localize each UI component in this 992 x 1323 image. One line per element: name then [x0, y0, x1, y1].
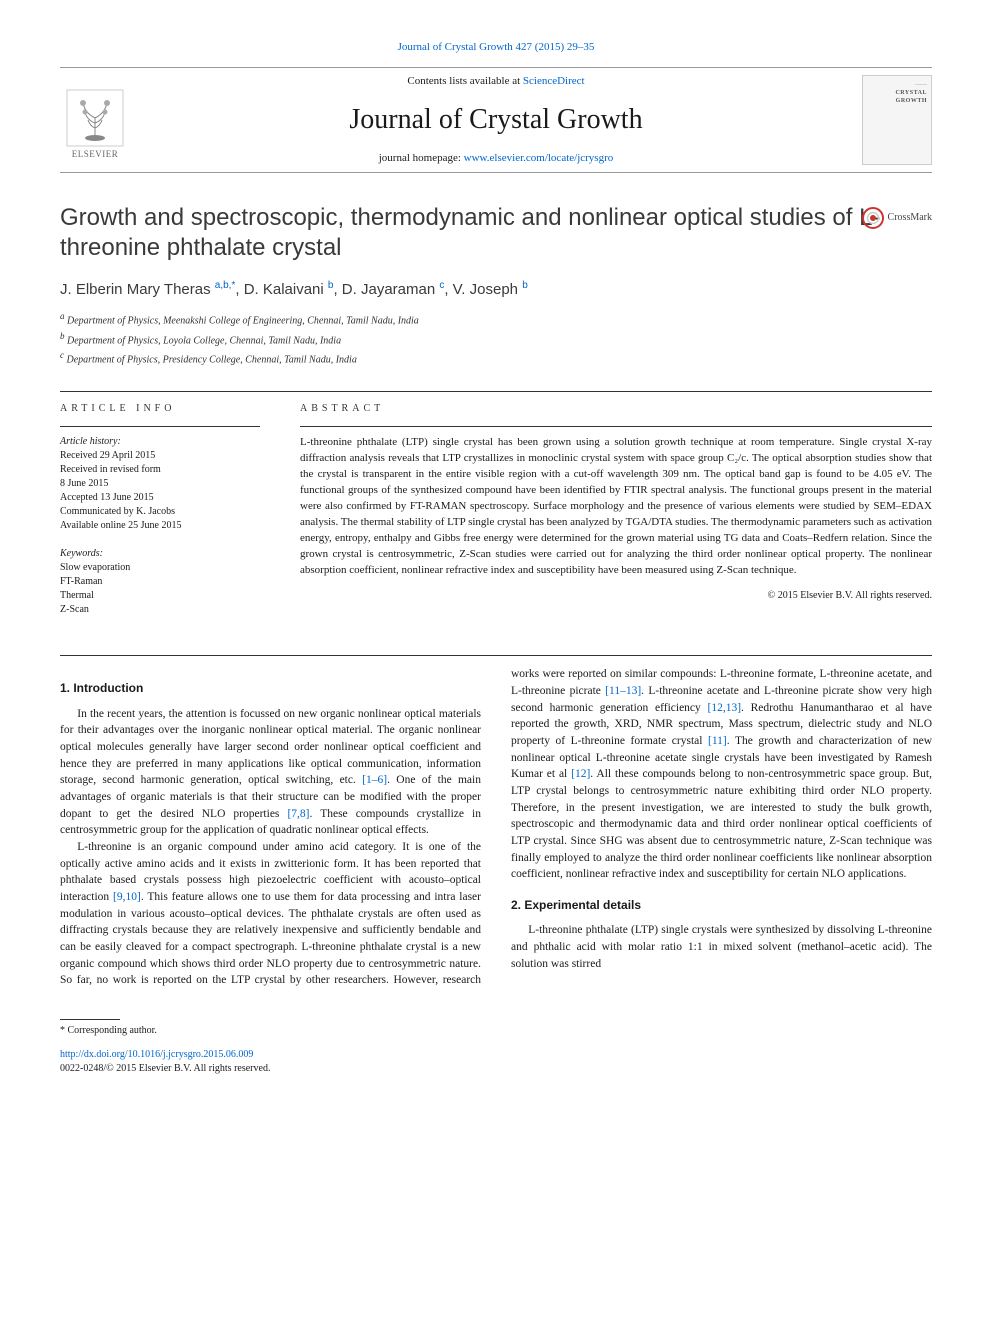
- section-heading-experimental: 2. Experimental details: [511, 897, 932, 914]
- history-line: Received 29 April 2015: [60, 449, 260, 463]
- keyword: Thermal: [60, 589, 260, 603]
- crossmark-label: CrossMark: [888, 211, 932, 225]
- ref-link[interactable]: [1–6]: [362, 774, 387, 786]
- article-info-label: ARTICLE INFO: [60, 402, 260, 416]
- ref-link[interactable]: [12]: [571, 768, 590, 780]
- corresponding-author-note: * Corresponding author.: [60, 1024, 932, 1038]
- keyword: FT-Raman: [60, 575, 260, 589]
- affiliation-line: b Department of Physics, Loyola College,…: [60, 330, 932, 348]
- journal-citation: Journal of Crystal Growth 427 (2015) 29–…: [60, 40, 932, 55]
- elsevier-logo: ELSEVIER: [60, 80, 130, 160]
- divider: [60, 426, 260, 427]
- homepage-prefix: journal homepage:: [379, 152, 464, 164]
- history-line: Accepted 13 June 2015: [60, 491, 260, 505]
- sciencedirect-link[interactable]: ScienceDirect: [523, 75, 585, 87]
- journal-citation-link[interactable]: Journal of Crystal Growth 427 (2015) 29–…: [398, 41, 595, 53]
- article-history: Article history: Received 29 April 2015R…: [60, 435, 260, 533]
- divider: [60, 655, 932, 656]
- journal-name: Journal of Crystal Growth: [130, 100, 862, 139]
- history-line: Received in revised form: [60, 463, 260, 477]
- keyword: Slow evaporation: [60, 561, 260, 575]
- issn-copyright: 0022-0248/© 2015 Elsevier B.V. All right…: [60, 1062, 932, 1076]
- journal-homepage-line: journal homepage: www.elsevier.com/locat…: [130, 151, 862, 166]
- abstract-label: ABSTRACT: [300, 402, 932, 416]
- section-heading-intro: 1. Introduction: [60, 680, 481, 697]
- cover-text-top: ……: [867, 80, 927, 88]
- abstract-text: L-threonine phthalate (LTP) single cryst…: [300, 435, 932, 578]
- elsevier-wordmark: ELSEVIER: [72, 148, 119, 161]
- crossmark-badge[interactable]: CrossMark: [862, 207, 932, 229]
- divider: [300, 426, 932, 427]
- keyword: Z-Scan: [60, 603, 260, 617]
- authors-line: J. Elberin Mary Theras a,b,*, D. Kalaiva…: [60, 279, 932, 300]
- ref-link[interactable]: [11–13]: [605, 685, 641, 697]
- body-text: L-threonine phthalate (LTP) single cryst…: [511, 924, 932, 969]
- keywords-block: Keywords: Slow evaporationFT-RamanTherma…: [60, 547, 260, 617]
- crossmark-icon: [862, 207, 884, 229]
- affiliation-line: a Department of Physics, Meenakshi Colle…: [60, 310, 932, 328]
- elsevier-tree-icon: [65, 88, 125, 148]
- article-body: 1. Introduction In the recent years, the…: [60, 666, 932, 989]
- abstract-copyright: © 2015 Elsevier B.V. All rights reserved…: [300, 589, 932, 603]
- history-line: Communicated by K. Jacobs: [60, 505, 260, 519]
- journal-header: ELSEVIER Contents lists available at Sci…: [60, 67, 932, 173]
- divider: [60, 391, 932, 392]
- contents-prefix: Contents lists available at: [407, 75, 522, 87]
- article-title: Growth and spectroscopic, thermodynamic …: [60, 203, 932, 263]
- ref-link[interactable]: [9,10]: [113, 891, 141, 903]
- doi-link[interactable]: http://dx.doi.org/10.1016/j.jcrysgro.201…: [60, 1049, 253, 1060]
- affiliation-line: c Department of Physics, Presidency Coll…: [60, 349, 932, 367]
- history-line: Available online 25 June 2015: [60, 519, 260, 533]
- ref-link[interactable]: [11]: [708, 735, 727, 747]
- page-footer: * Corresponding author. http://dx.doi.or…: [60, 1019, 932, 1076]
- ref-link[interactable]: [7,8]: [287, 808, 309, 820]
- affiliations: a Department of Physics, Meenakshi Colle…: [60, 310, 932, 367]
- journal-cover-thumb: …… CRYSTAL GROWTH: [862, 75, 932, 165]
- history-line: 8 June 2015: [60, 477, 260, 491]
- body-text: . All these compounds belong to non-cent…: [511, 768, 932, 880]
- history-label: Article history:: [60, 435, 260, 449]
- keywords-label: Keywords:: [60, 547, 260, 561]
- cover-text-title: CRYSTAL GROWTH: [867, 89, 927, 106]
- contents-lists-line: Contents lists available at ScienceDirec…: [130, 74, 862, 89]
- journal-homepage-link[interactable]: www.elsevier.com/locate/jcrysgro: [464, 152, 614, 164]
- ref-link[interactable]: [12,13]: [707, 702, 741, 714]
